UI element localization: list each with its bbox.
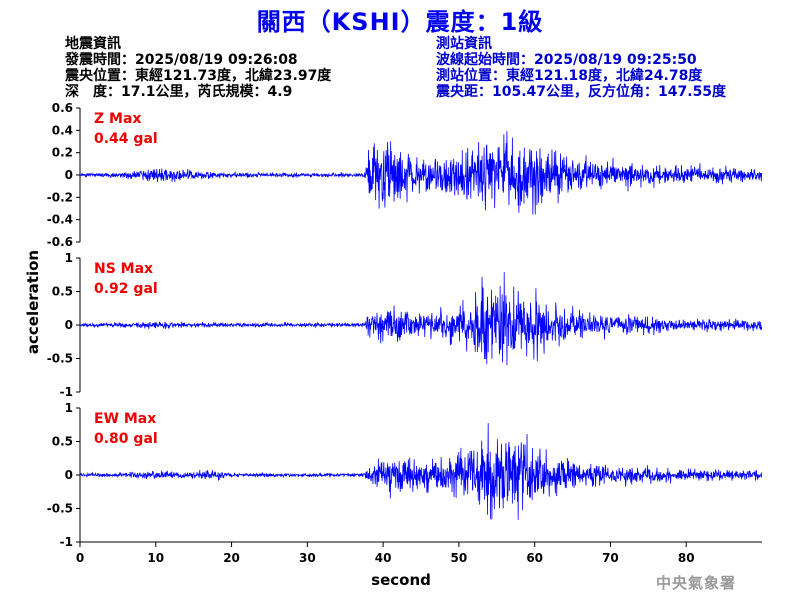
x-tick-label: 10: [147, 551, 164, 565]
ns-waveform: [79, 272, 763, 366]
x-tick-label: 60: [526, 551, 543, 565]
page-title: 關西（KSHI）震度：1級: [256, 8, 544, 36]
ew-y-tick-label: 0: [65, 468, 73, 482]
z-y-tick-label: 0.4: [52, 123, 73, 137]
ew-max-title: EW Max: [94, 411, 156, 427]
ew-y-tick-label: 1: [65, 401, 73, 415]
y-axis-label: acceleration: [24, 250, 42, 354]
z-max-value: 0.44 gal: [94, 131, 158, 147]
z-y-tick-label: 0.2: [52, 146, 73, 160]
x-tick-label: 20: [223, 551, 240, 565]
depth-magnitude: 深 度：17.1公里，芮氏規模：4.9: [65, 84, 293, 100]
ew-y-tick-label: 0.5: [52, 435, 73, 449]
ns-y-tick-label: 1: [65, 251, 73, 265]
x-tick-label: 40: [375, 551, 392, 565]
ew-waveform: [79, 423, 763, 520]
x-tick-label: 50: [451, 551, 468, 565]
x-tick-label: 70: [602, 551, 619, 565]
x-tick-label: 80: [678, 551, 695, 565]
ew-y-tick-label: -1: [60, 535, 73, 549]
x-tick-label: 30: [299, 551, 316, 565]
station-location: 測站位置：東經121.18度，北緯24.78度: [436, 68, 703, 84]
z-y-tick-label: 0.6: [52, 101, 73, 115]
agency-watermark: 中央氣象署: [656, 574, 737, 592]
z-waveform: [79, 131, 763, 215]
ns-max-value: 0.92 gal: [94, 281, 158, 297]
x-tick-label: 0: [76, 551, 84, 565]
station-info-heading: 測站資訊: [436, 36, 492, 52]
z-y-tick-label: -0.4: [47, 213, 73, 227]
earthquake-info: 地震資訊 發震時間：2025/08/19 09:26:08 震央位置：東經121…: [65, 36, 331, 100]
z-y-tick-label: 0: [65, 168, 73, 182]
wave-start-time: 波線起始時間：2025/08/19 09:25:50: [436, 52, 697, 68]
ns-max-title: NS Max: [94, 261, 153, 277]
z-y-tick-label: -0.2: [47, 190, 73, 204]
origin-time: 發震時間：2025/08/19 09:26:08: [65, 52, 298, 68]
z-max-title: Z Max: [94, 111, 141, 127]
station-info: 測站資訊 波線起始時間：2025/08/19 09:25:50 測站位置：東經1…: [436, 36, 726, 100]
ew-y-tick-label: -0.5: [47, 502, 73, 516]
ns-y-tick-label: -0.5: [47, 352, 73, 366]
epicentral-distance: 震央距：105.47公里，反方位角：147.55度: [436, 84, 727, 100]
ns-y-tick-label: 0.5: [52, 285, 73, 299]
ew-max-value: 0.80 gal: [94, 431, 158, 447]
epicenter-location: 震央位置：東經121.73度，北緯23.97度: [65, 68, 332, 84]
z-y-tick-label: -0.6: [47, 235, 73, 249]
ns-y-tick-label: 0: [65, 318, 73, 332]
earthquake-info-heading: 地震資訊: [65, 36, 121, 52]
ns-y-tick-label: -1: [60, 385, 73, 399]
x-axis-label: second: [371, 571, 431, 589]
